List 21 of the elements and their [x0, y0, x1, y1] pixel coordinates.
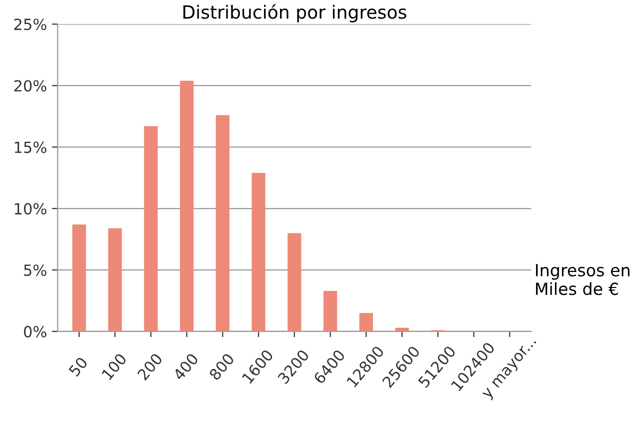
bar: [108, 228, 122, 332]
y-tick-label: 0%: [24, 326, 46, 338]
y-tick-label: 20%: [14, 80, 46, 92]
bar: [323, 290, 338, 332]
y-tick-label: 10%: [14, 202, 46, 215]
bar: [216, 115, 230, 332]
chart-title: Distribución por ingresos: [183, 4, 406, 22]
bar: [395, 328, 409, 332]
x-tick-label: 400: [172, 352, 199, 382]
x-tick-label: 800: [208, 352, 235, 381]
y-tick-label: 25%: [14, 18, 46, 30]
x-axis-title: Ingresos en Miles de €: [536, 264, 630, 296]
y-tick-label: 15%: [14, 142, 46, 154]
bar: [72, 224, 86, 332]
bar: [359, 313, 373, 332]
bar: [144, 126, 158, 332]
bar: [180, 80, 194, 332]
y-tick-label: 5%: [24, 264, 46, 276]
bar: [252, 172, 266, 332]
bar: [288, 233, 302, 332]
x-tick-label: 50: [68, 356, 88, 377]
